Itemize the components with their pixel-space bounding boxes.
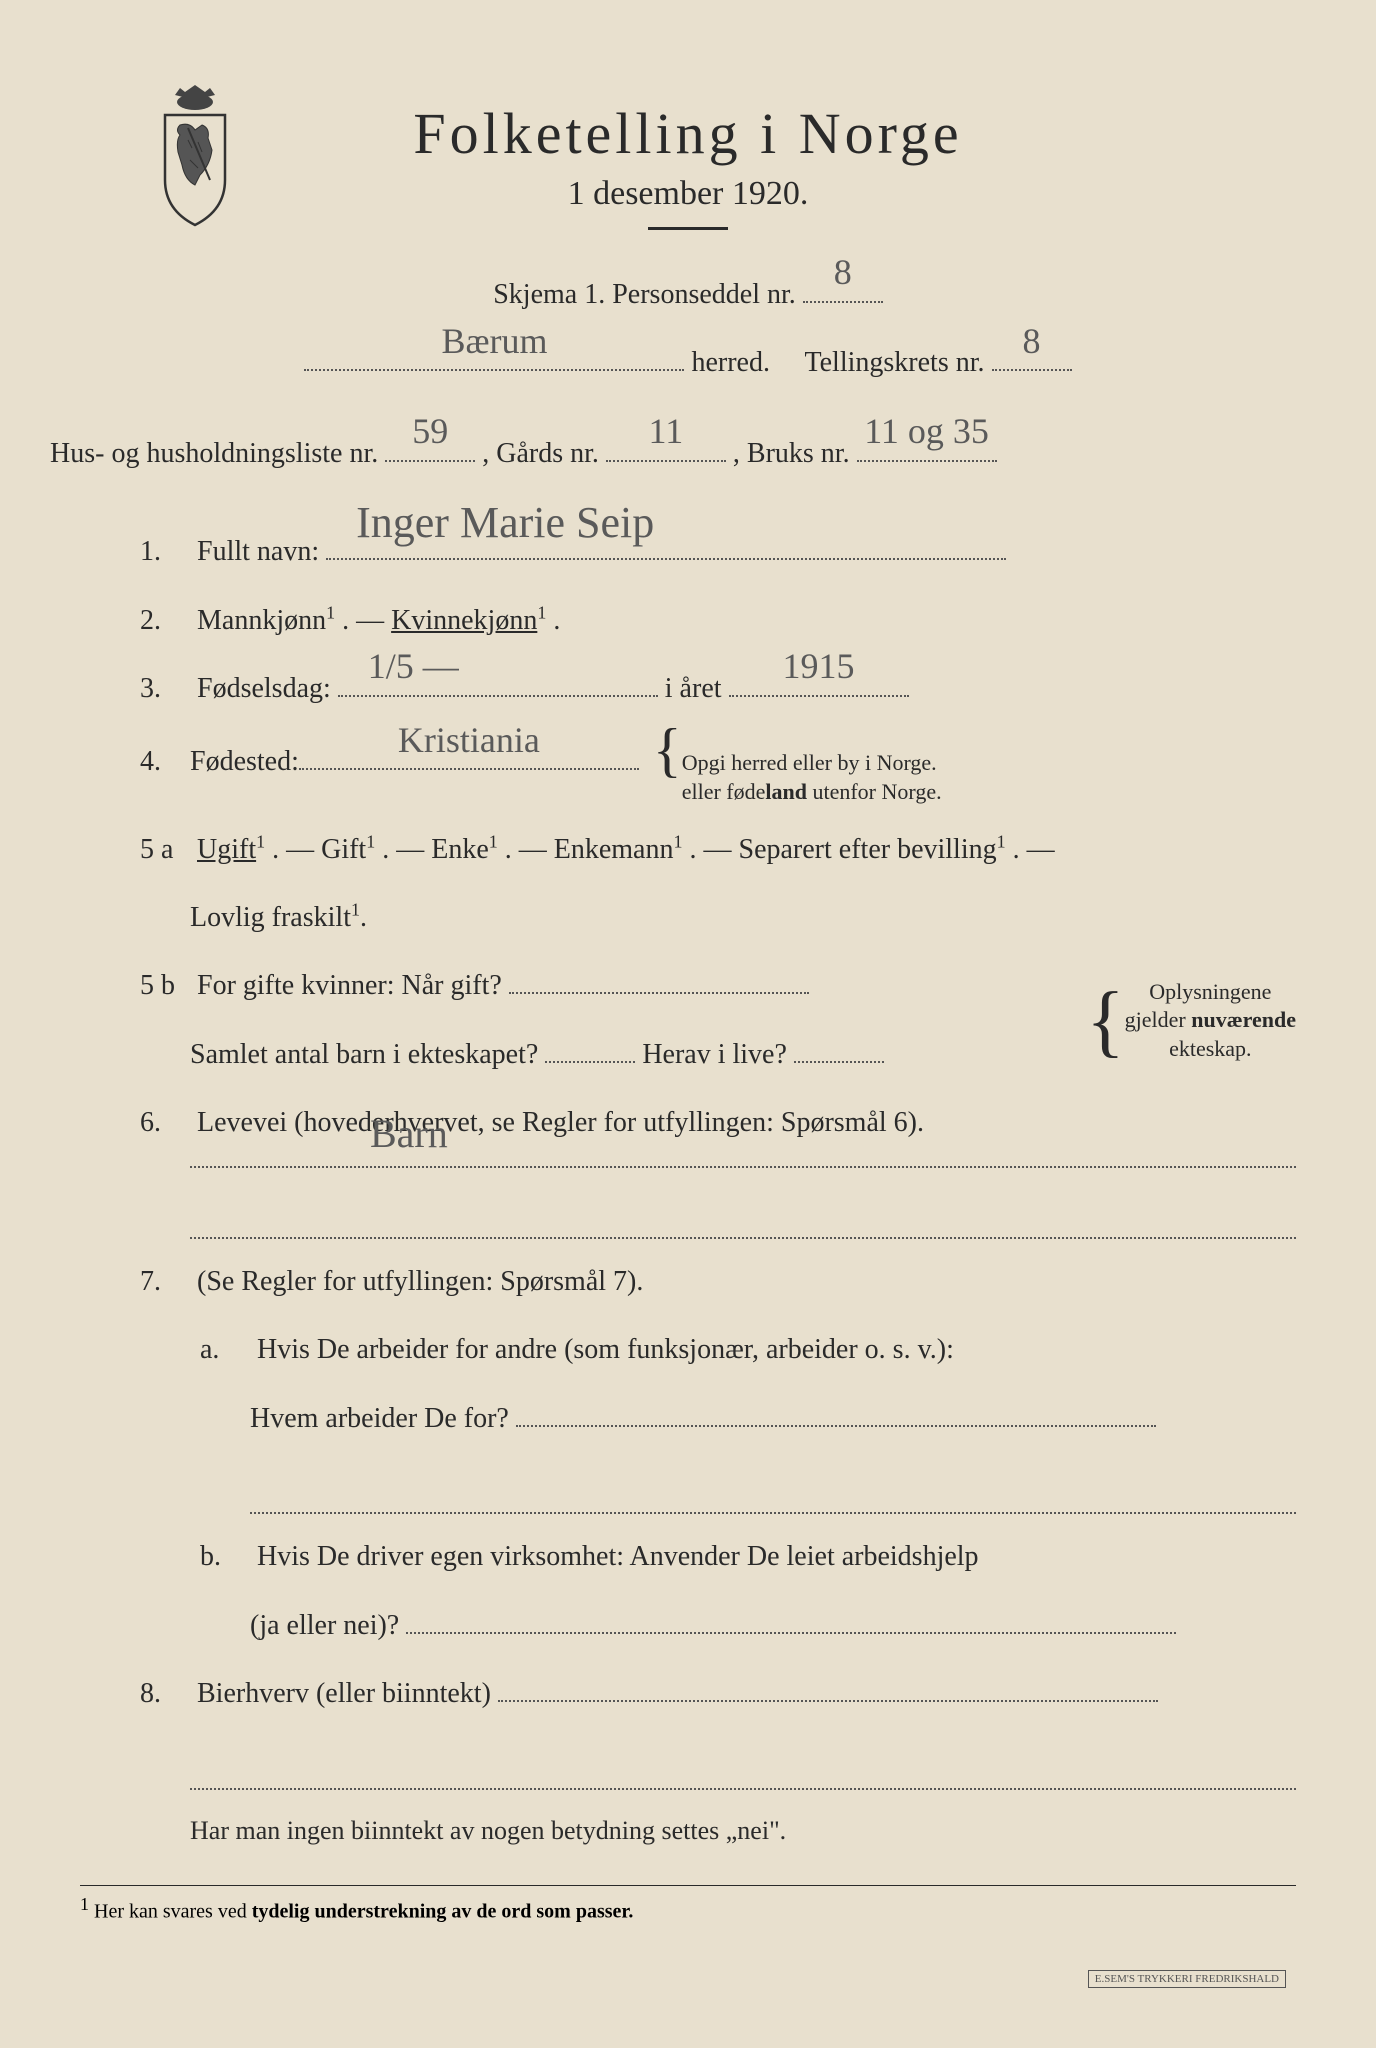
q2-kvinne: Kvinnekjønn — [391, 605, 537, 636]
brace-icon: { — [653, 732, 682, 768]
q5a-num: 5 a — [140, 825, 190, 875]
herred-label: herred. — [691, 347, 770, 378]
q3-label: Fødselsdag: — [197, 673, 331, 704]
q7a-num: a. — [200, 1325, 250, 1375]
q6-value-line: Barn — [80, 1166, 1296, 1168]
tellingskrets-label: Tellingskrets nr. — [804, 347, 984, 378]
herred-value: Bærum — [304, 309, 684, 374]
q5b-label1: For gifte kvinner: Når gift? — [197, 970, 502, 1001]
q1-num: 1. — [140, 527, 190, 577]
q7b-num: b. — [200, 1532, 250, 1582]
gards-value: 11 — [606, 399, 726, 464]
q5b-label2: Samlet antal barn i ekteskapet? — [190, 1039, 538, 1070]
q4-label: Fødested: — [190, 737, 299, 787]
q8-label: Bierhverv (eller biinntekt) — [197, 1678, 491, 1709]
printer-stamp: E.SEM'S TRYKKERI FREDRIKSHALD — [1088, 1970, 1286, 1988]
q5b-block: 5 b For gifte kvinner: Når gift? Samlet … — [80, 961, 1296, 1080]
q7a-blank — [80, 1462, 1296, 1514]
gards-label: , Gårds nr. — [482, 438, 599, 469]
schema-line: Skjema 1. Personseddel nr. 8 — [80, 270, 1296, 320]
q4-value: Kristiania — [299, 708, 639, 773]
q3-num: 3. — [140, 664, 190, 714]
q2-end: . — [553, 605, 560, 636]
q7b-line2: (ja eller nei)? — [80, 1601, 1296, 1651]
q6-num: 6. — [140, 1098, 190, 1148]
bruks-label: , Bruks nr. — [733, 438, 850, 469]
q3-year-label: i året — [665, 673, 722, 704]
hus-line: Hus- og husholdningsliste nr. 59 , Gårds… — [50, 429, 1296, 479]
q6-value: Barn — [190, 1098, 1296, 1170]
form-title: Folketelling i Norge — [80, 100, 1296, 167]
tellingskrets-value: 8 — [992, 309, 1072, 374]
q5a-ugift: Ugift — [197, 834, 256, 865]
q3-day-value: 1/5 — — [338, 634, 658, 699]
header-divider — [648, 227, 728, 230]
q4-note: Opgi herred eller by i Norge. eller føde… — [682, 749, 942, 806]
q3-line: 3. Fødselsdag: 1/5 — i året 1915 — [80, 664, 1296, 714]
form-date: 1 desember 1920. — [80, 175, 1296, 213]
q8-line: 8. Bierhverv (eller biinntekt) — [80, 1669, 1296, 1719]
brace-icon: { — [1086, 997, 1124, 1045]
bruks-value: 11 og 35 — [857, 399, 997, 464]
q5b-label3: Herav i live? — [642, 1039, 787, 1070]
q7a-line1: a. Hvis De arbeider for andre (som funks… — [80, 1325, 1296, 1375]
form-header: Folketelling i Norge 1 desember 1920. Sk… — [80, 100, 1296, 389]
q2-dash: . — — [342, 605, 391, 636]
q3-year-value: 1915 — [729, 634, 909, 699]
q4-num: 4. — [140, 737, 190, 787]
q7-line: 7. (Se Regler for utfyllingen: Spørsmål … — [80, 1257, 1296, 1307]
q6-blank-line — [80, 1186, 1296, 1238]
herred-line: Bærum herred. Tellingskrets nr. 8 — [80, 338, 1296, 388]
q5a-line2: Lovlig fraskilt1. — [80, 893, 1296, 943]
q8-num: 8. — [140, 1669, 190, 1719]
census-form-page: Folketelling i Norge 1 desember 1920. Sk… — [0, 0, 1376, 2048]
schema-nr-value: 8 — [803, 240, 883, 305]
q1-label: Fullt navn: — [197, 536, 319, 567]
q2-mann: Mannkjønn — [197, 605, 326, 636]
q8-note: Har man ingen biinntekt av nogen betydni… — [80, 1808, 1296, 1855]
hus-label: Hus- og husholdningsliste nr. — [50, 438, 378, 469]
q5b-num: 5 b — [140, 961, 190, 1011]
q4-line: 4. Fødested: Kristiania { Opgi herred el… — [80, 732, 1296, 806]
q5b-note: Oplysningene gjelder nuværende ekteskap. — [1125, 978, 1296, 1064]
q5a-line1: 5 a Ugift1 . — Gift1 . — Enke1 . — Enkem… — [80, 825, 1296, 875]
footnote: 1 Her kan svares ved tydelig understrekn… — [80, 1885, 1296, 1924]
q1-value: Inger Marie Seip — [326, 483, 1006, 562]
hus-value: 59 — [385, 399, 475, 464]
q2-num: 2. — [140, 596, 190, 646]
q2-line: 2. Mannkjønn1 . — Kvinnekjønn1 . — [80, 596, 1296, 646]
q1-line: 1. Fullt navn: Inger Marie Seip — [80, 527, 1296, 577]
q7-num: 7. — [140, 1257, 190, 1307]
schema-label: Skjema 1. Personseddel nr. — [493, 279, 796, 310]
q8-blank — [80, 1738, 1296, 1790]
q7a-line2: Hvem arbeider De for? — [80, 1394, 1296, 1444]
norway-coat-of-arms-icon — [140, 80, 250, 230]
q7-label: (Se Regler for utfyllingen: Spørsmål 7). — [197, 1266, 643, 1297]
q7b-line1: b. Hvis De driver egen virksomhet: Anven… — [80, 1532, 1296, 1582]
